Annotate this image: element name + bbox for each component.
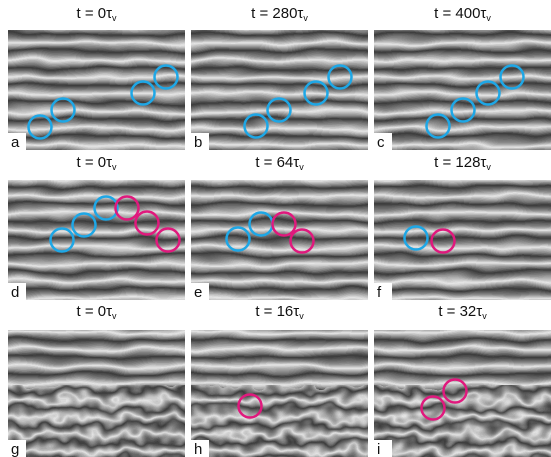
panel: t = 64τv e — [181, 154, 378, 313]
panel: t = 400τv c — [364, 5, 551, 166]
panel-title: t = 0τv — [76, 154, 117, 172]
panel-image — [0, 320, 195, 457]
panel-title: t = 64τv — [255, 154, 304, 172]
panel-image — [364, 176, 551, 316]
panel-image — [0, 20, 195, 160]
panel: t = 0τv a — [0, 5, 195, 160]
panel: t = 0τv g — [0, 303, 195, 457]
panel-image — [181, 173, 378, 313]
panel: t = 32τv i — [364, 303, 551, 457]
panel-title: t = 280τv — [251, 5, 308, 23]
panel-title: t = 0τv — [76, 303, 117, 321]
panel-label: e — [194, 284, 202, 301]
figure: t = 0τvat = 280τvbt = 400τvct = 0τvdt = … — [0, 0, 551, 457]
panel: t = 16τv h — [181, 303, 378, 457]
panel-label: b — [194, 134, 202, 151]
panel-title: t = 32τv — [438, 303, 487, 321]
panel-title: t = 16τv — [255, 303, 304, 321]
panel-label: d — [11, 284, 19, 301]
panel-image — [364, 326, 551, 457]
panel: t = 280τv b — [181, 5, 378, 163]
panel-title: t = 128τv — [434, 154, 491, 172]
panel-image — [364, 26, 551, 166]
panel-label: i — [377, 441, 380, 457]
panel-label: g — [11, 441, 19, 457]
panel-label: h — [194, 441, 202, 457]
panel-image — [181, 323, 378, 457]
panel-label: c — [377, 134, 385, 151]
panel-label: a — [11, 134, 20, 151]
panel: t = 0τv d — [0, 154, 195, 310]
panel-title: t = 400τv — [434, 5, 491, 23]
panel-title: t = 0τv — [76, 5, 117, 23]
panel-image — [0, 170, 195, 310]
panel-image — [181, 23, 378, 163]
